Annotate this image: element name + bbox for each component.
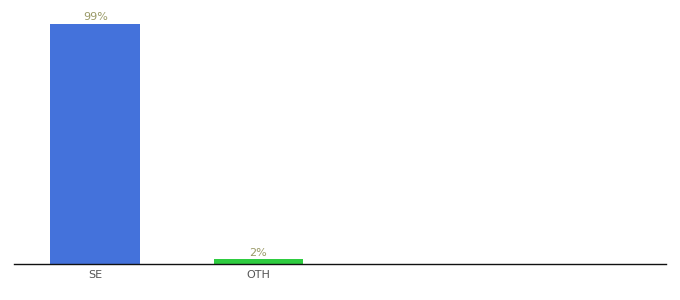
Bar	[214, 259, 303, 264]
Bar	[50, 24, 140, 264]
Text: 2%: 2%	[250, 248, 267, 258]
Text: 99%: 99%	[83, 12, 107, 22]
